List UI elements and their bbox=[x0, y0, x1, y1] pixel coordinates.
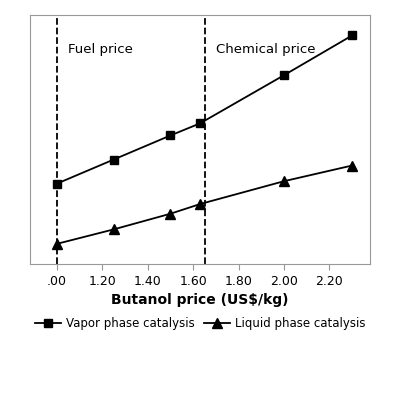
Liquid phase catalysis bbox=[350, 163, 354, 168]
Text: Chemical price: Chemical price bbox=[216, 43, 315, 56]
Text: Fuel price: Fuel price bbox=[68, 43, 133, 56]
Liquid phase catalysis bbox=[55, 242, 60, 246]
Liquid phase catalysis bbox=[168, 211, 173, 216]
Vapor phase catalysis bbox=[282, 73, 286, 78]
Line: Liquid phase catalysis: Liquid phase catalysis bbox=[52, 161, 357, 249]
Vapor phase catalysis bbox=[350, 33, 354, 38]
Line: Vapor phase catalysis: Vapor phase catalysis bbox=[53, 31, 356, 188]
Vapor phase catalysis bbox=[55, 181, 60, 186]
Liquid phase catalysis bbox=[198, 202, 202, 206]
X-axis label: Butanol price (US$/kg): Butanol price (US$/kg) bbox=[111, 293, 289, 307]
Vapor phase catalysis bbox=[198, 121, 202, 126]
Vapor phase catalysis bbox=[168, 133, 173, 138]
Vapor phase catalysis bbox=[111, 157, 116, 162]
Liquid phase catalysis bbox=[282, 179, 286, 184]
Legend: Vapor phase catalysis, Liquid phase catalysis: Vapor phase catalysis, Liquid phase cata… bbox=[30, 312, 370, 335]
Liquid phase catalysis bbox=[111, 227, 116, 232]
